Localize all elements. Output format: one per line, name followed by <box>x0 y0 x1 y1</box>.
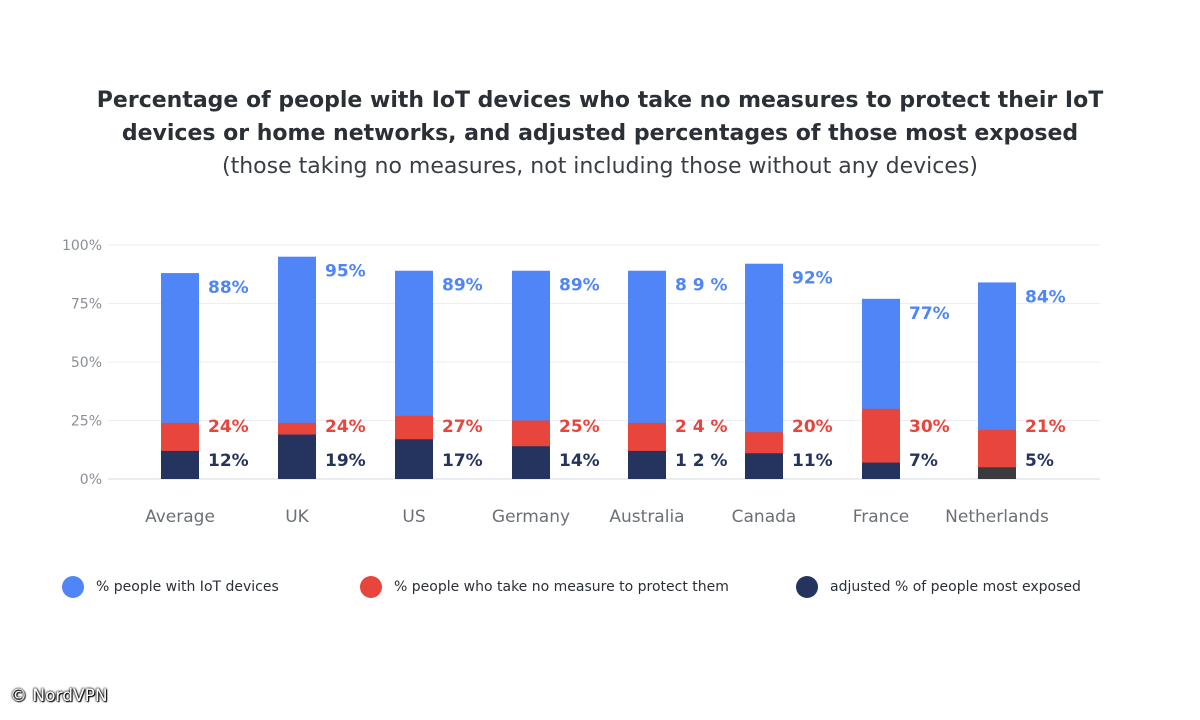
bar-most-exposed <box>862 462 900 479</box>
value-label-most-exposed: 1 2 % <box>675 451 728 471</box>
legend-item-most-exposed: adjusted % of people most exposed <box>796 574 1081 600</box>
value-label-most-exposed: 12% <box>208 451 249 471</box>
value-label-iot-devices: 88% <box>208 278 249 298</box>
legend-label-most-exposed: adjusted % of people most exposed <box>830 579 1081 595</box>
value-label-iot-devices: 84% <box>1025 287 1066 307</box>
legend-swatch-most-exposed <box>796 576 818 598</box>
bar-chart: 0% 25% 50% 75% 100% 88% 24% 12% Average 95% 24% 19%… <box>62 238 1100 527</box>
legend-swatch-iot-devices <box>62 576 84 598</box>
legend-label-iot-devices: % people with IoT devices <box>96 579 279 595</box>
value-label-iot-devices: 89% <box>442 276 483 296</box>
legend-swatch-no-measures <box>360 576 382 598</box>
value-label-most-exposed: 11% <box>792 451 833 471</box>
value-label-no-measures: 21% <box>1025 417 1066 437</box>
value-label-no-measures: 20% <box>792 417 833 437</box>
legend-label-no-measures: % people who take no measure to protect … <box>394 579 729 595</box>
chart-subtitle: (those taking no measures, not including… <box>222 154 978 179</box>
value-label-iot-devices: 95% <box>325 262 366 282</box>
y-tick-label: 100% <box>62 238 102 254</box>
bar-most-exposed <box>161 450 199 479</box>
legend-item-no-measures: % people who take no measure to protect … <box>360 574 729 600</box>
chart-title-block: Percentage of people with IoT devices wh… <box>0 84 1200 184</box>
value-label-iot-devices: 89% <box>559 276 600 296</box>
value-label-most-exposed: 7% <box>909 451 938 471</box>
y-tick-label: 0% <box>80 472 102 488</box>
bar-most-exposed <box>395 439 433 479</box>
legend-item-iot-devices: % people with IoT devices <box>62 574 279 600</box>
y-tick-label: 75% <box>71 297 102 313</box>
category-label: UK <box>285 507 309 527</box>
chart-legend: % people with IoT devices % people who t… <box>62 574 1162 600</box>
value-label-no-measures: 24% <box>208 417 249 437</box>
chart-title-line-2: devices or home networks, and adjusted p… <box>121 121 1079 146</box>
value-label-iot-devices: 8 9 % <box>675 276 728 296</box>
category-label: France <box>853 507 910 527</box>
value-label-no-measures: 25% <box>559 417 600 437</box>
category-label: Average <box>145 507 215 527</box>
category-label: Australia <box>609 507 684 527</box>
value-label-iot-devices: 92% <box>792 269 833 289</box>
y-tick-label: 25% <box>71 414 102 430</box>
bar-most-exposed <box>278 434 316 479</box>
value-label-no-measures: 2 4 % <box>675 417 728 437</box>
bar-most-exposed <box>628 450 666 479</box>
y-tick-label: 50% <box>71 355 102 371</box>
bar-most-exposed <box>512 446 550 479</box>
category-label: Netherlands <box>945 507 1049 527</box>
value-label-no-measures: 30% <box>909 417 950 437</box>
value-label-most-exposed: 5% <box>1025 451 1054 471</box>
value-label-iot-devices: 77% <box>909 304 950 324</box>
nordvpn-watermark: © NordVPN <box>10 686 108 706</box>
bar-most-exposed <box>745 453 783 479</box>
value-label-most-exposed: 14% <box>559 451 600 471</box>
bar-most-exposed <box>978 467 1016 479</box>
category-label: Germany <box>492 507 570 527</box>
value-label-most-exposed: 19% <box>325 451 366 471</box>
value-label-no-measures: 24% <box>325 417 366 437</box>
value-label-most-exposed: 17% <box>442 451 483 471</box>
category-label: Canada <box>732 507 797 527</box>
chart-title-line-1: Percentage of people with IoT devices wh… <box>96 88 1104 113</box>
category-label: US <box>402 507 425 527</box>
value-label-no-measures: 27% <box>442 417 483 437</box>
